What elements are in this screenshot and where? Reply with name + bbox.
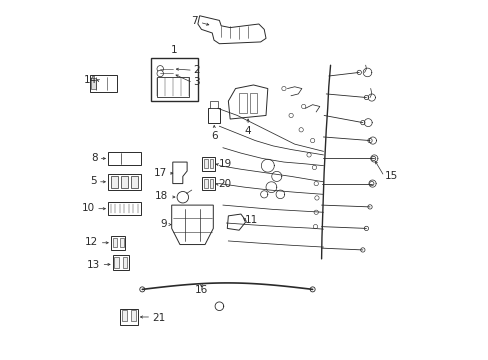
Text: 2: 2 xyxy=(193,64,200,75)
Bar xyxy=(131,310,135,321)
Bar xyxy=(108,152,140,165)
Bar xyxy=(202,157,215,171)
Circle shape xyxy=(288,113,293,118)
Circle shape xyxy=(313,210,318,215)
Text: 1: 1 xyxy=(171,45,178,55)
Bar xyxy=(108,174,140,190)
Text: 12: 12 xyxy=(85,237,99,247)
Text: 9: 9 xyxy=(160,219,166,229)
Bar xyxy=(121,176,128,188)
Bar xyxy=(209,179,213,188)
Circle shape xyxy=(312,165,316,170)
Text: 21: 21 xyxy=(152,313,165,323)
Bar xyxy=(111,236,125,249)
Circle shape xyxy=(371,156,375,161)
Bar xyxy=(112,238,117,247)
Text: 18: 18 xyxy=(155,191,168,201)
Circle shape xyxy=(157,66,163,72)
Bar xyxy=(108,202,140,215)
Circle shape xyxy=(298,128,303,132)
Text: 4: 4 xyxy=(244,126,251,136)
Bar xyxy=(202,177,215,190)
Bar xyxy=(90,75,117,92)
Bar xyxy=(156,77,188,96)
Bar xyxy=(238,93,246,113)
Circle shape xyxy=(313,225,317,229)
Text: 7: 7 xyxy=(191,17,198,27)
Bar xyxy=(110,176,118,188)
Circle shape xyxy=(281,86,285,91)
Bar xyxy=(249,93,257,113)
Circle shape xyxy=(369,181,373,186)
Text: 16: 16 xyxy=(194,285,208,295)
Circle shape xyxy=(313,181,318,186)
Bar xyxy=(120,238,124,247)
Bar xyxy=(203,179,207,188)
Circle shape xyxy=(367,138,371,143)
Text: 11: 11 xyxy=(244,215,258,225)
Text: 3: 3 xyxy=(193,77,200,87)
Bar xyxy=(210,102,218,108)
Circle shape xyxy=(306,153,310,157)
Text: 13: 13 xyxy=(87,260,100,270)
Text: 20: 20 xyxy=(218,179,231,189)
Bar xyxy=(91,78,96,89)
Circle shape xyxy=(360,121,364,125)
Circle shape xyxy=(310,138,314,143)
Circle shape xyxy=(360,248,364,252)
Circle shape xyxy=(356,70,361,75)
Circle shape xyxy=(140,287,144,292)
Circle shape xyxy=(177,192,188,203)
Text: 6: 6 xyxy=(211,131,217,140)
Circle shape xyxy=(367,205,371,209)
Circle shape xyxy=(157,70,163,77)
Text: 19: 19 xyxy=(218,159,231,169)
Text: 10: 10 xyxy=(81,203,95,213)
Bar xyxy=(122,257,127,267)
Bar xyxy=(207,108,220,123)
Text: 14: 14 xyxy=(84,75,97,85)
Bar xyxy=(131,176,138,188)
Bar xyxy=(114,257,119,267)
Text: 17: 17 xyxy=(153,168,166,178)
Bar xyxy=(209,159,213,168)
Bar xyxy=(122,310,127,321)
Circle shape xyxy=(364,95,368,100)
Circle shape xyxy=(301,104,305,109)
Text: 5: 5 xyxy=(90,176,97,186)
Bar xyxy=(203,159,207,168)
Circle shape xyxy=(309,287,314,292)
Bar xyxy=(112,255,128,270)
Text: 8: 8 xyxy=(91,153,97,163)
Bar xyxy=(120,310,137,324)
Bar xyxy=(151,58,198,101)
Text: 15: 15 xyxy=(384,171,398,181)
Circle shape xyxy=(364,226,368,230)
Circle shape xyxy=(314,196,319,200)
